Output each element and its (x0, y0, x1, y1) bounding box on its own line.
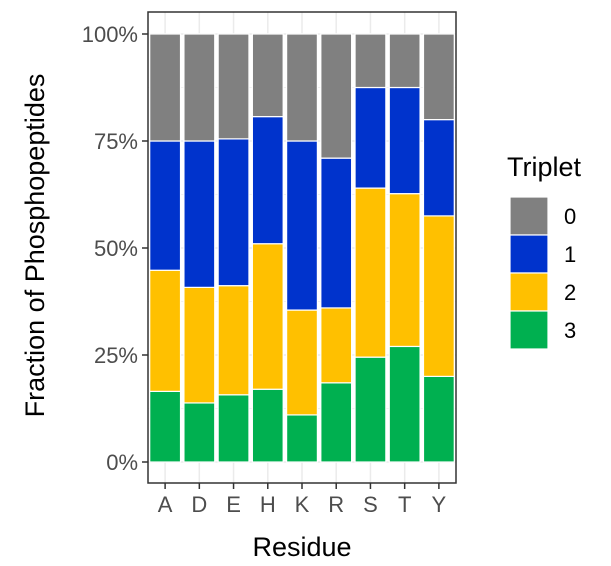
legend-key-1 (509, 234, 549, 274)
bar-segment-S-triplet-0 (354, 33, 387, 89)
x-tick-label-R: R (328, 492, 344, 517)
bar-segment-R-triplet-1 (320, 157, 353, 309)
legend-label-0: 0 (564, 204, 576, 229)
y-tick-label: 25% (94, 343, 138, 368)
bar-segment-H-triplet-1 (251, 116, 284, 245)
x-tick-label-Y: Y (432, 492, 447, 517)
bar-segment-A-triplet-2 (149, 269, 182, 392)
bar-segment-D-triplet-0 (183, 33, 216, 142)
x-axis-title: Residue (252, 532, 351, 562)
bar-segment-S-triplet-2 (354, 187, 387, 358)
legend-key-2 (509, 272, 549, 312)
y-tick-label: 50% (94, 236, 138, 261)
x-tick-label-K: K (295, 492, 310, 517)
bar-segment-K-triplet-2 (286, 309, 319, 416)
bar-segment-E-triplet-2 (217, 285, 250, 396)
x-tick-label-T: T (398, 492, 411, 517)
x-tick-label-H: H (260, 492, 276, 517)
y-tick-label: 75% (94, 129, 138, 154)
y-axis: 0% 25% 50% 75% 100% (82, 22, 148, 475)
bar-segment-S-triplet-3 (354, 356, 387, 463)
x-tick-label-S: S (363, 492, 378, 517)
y-axis-title: Fraction of Phosphopeptides (20, 74, 50, 418)
legend-key-3 (509, 310, 549, 350)
bar-segment-K-triplet-3 (286, 414, 319, 463)
bar-segment-S-triplet-1 (354, 86, 387, 189)
bar-segment-K-triplet-0 (286, 33, 319, 142)
y-tick-label: 0% (106, 450, 138, 475)
bar-segment-D-triplet-2 (183, 286, 216, 404)
bar-segment-H-triplet-2 (251, 243, 284, 390)
bar-segment-H-triplet-3 (251, 388, 284, 463)
bar-segment-Y-triplet-3 (422, 375, 455, 463)
bar-segment-H-triplet-0 (251, 33, 284, 118)
x-tick-label-E: E (226, 492, 241, 517)
bar-segment-T-triplet-0 (388, 33, 421, 89)
bar-segment-A-triplet-0 (149, 33, 182, 142)
bar-segment-D-triplet-1 (183, 140, 216, 288)
bar-segment-E-triplet-1 (217, 138, 250, 287)
legend-key-0 (509, 196, 549, 236)
bar-segment-A-triplet-3 (149, 390, 182, 463)
bar-segment-R-triplet-2 (320, 307, 353, 384)
bar-segment-R-triplet-0 (320, 33, 353, 159)
bar-segment-A-triplet-1 (149, 140, 182, 271)
legend-label-3: 3 (564, 318, 576, 343)
bar-segment-Y-triplet-0 (422, 33, 455, 121)
bar-segment-E-triplet-0 (217, 33, 250, 140)
bar-segment-T-triplet-1 (388, 86, 421, 195)
bar-segment-D-triplet-3 (183, 402, 216, 463)
bars (149, 33, 455, 463)
bar-segment-T-triplet-3 (388, 345, 421, 463)
x-tick-label-D: D (191, 492, 207, 517)
x-tick-label-A: A (158, 492, 173, 517)
bar-segment-T-triplet-2 (388, 193, 421, 348)
legend-title: Triplet (507, 152, 582, 182)
bar-segment-E-triplet-3 (217, 394, 250, 463)
bar-segment-Y-triplet-2 (422, 215, 455, 377)
bar-segment-K-triplet-1 (286, 140, 319, 311)
legend: Triplet 0 1 2 3 (507, 152, 582, 350)
y-tick-label: 100% (82, 22, 138, 47)
legend-label-1: 1 (564, 242, 576, 267)
bar-segment-R-triplet-3 (320, 382, 353, 463)
bar-segment-Y-triplet-1 (422, 118, 455, 217)
legend-label-2: 2 (564, 280, 576, 305)
